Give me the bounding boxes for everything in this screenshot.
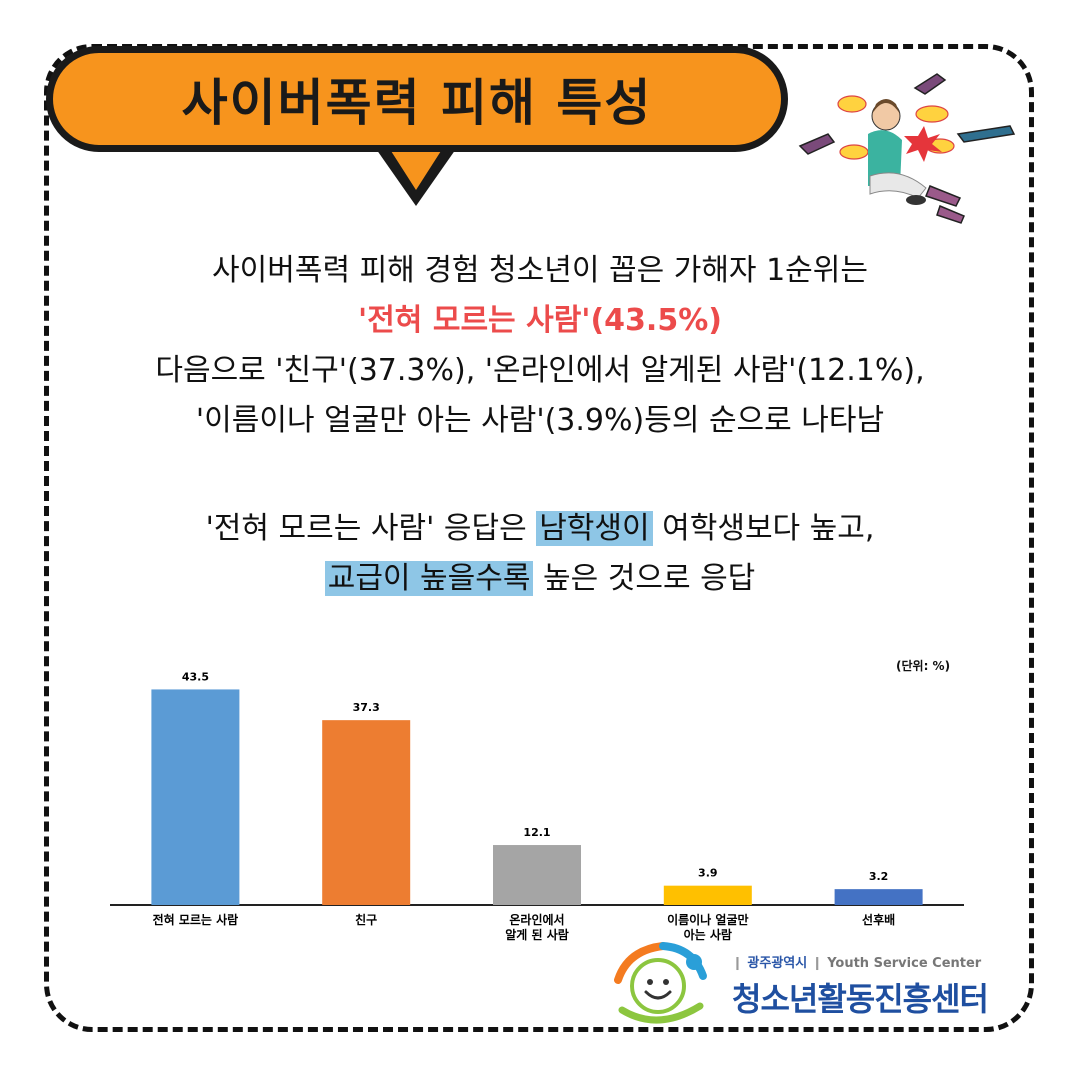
- summary-line-2: '전혀 모르는 사람'(43.5%): [358, 303, 722, 338]
- page-title: 사이버폭력 피해 특성: [181, 74, 653, 132]
- cyberbullying-illustration: [798, 73, 1016, 224]
- burst-icon: [904, 126, 942, 162]
- category-label-4-0: 선후배: [862, 912, 895, 927]
- center-logo: ❙ 광주광역시 ❙ Youth Service Center 청소년활동진흥센터: [608, 940, 1028, 1030]
- data-label-4: 3.2: [869, 870, 889, 883]
- bubble-tail: [374, 140, 458, 206]
- gender-line-1: '전혀 모르는 사람' 응답은 남학생이 여학생보다 높고,: [60, 504, 1020, 554]
- summary-line-4: '이름이나 얼굴만 아는 사람'(3.9%)등의 순으로 나타남: [195, 403, 885, 438]
- logo-subtitle: ❙ 광주광역시 ❙ Youth Service Center: [732, 956, 982, 971]
- gender-text: '전혀 모르는 사람' 응답은 남학생이 여학생보다 높고, 교급이 높을수록 …: [60, 504, 1020, 604]
- summary-line-3: 다음으로 '친구'(37.3%), '온라인에서 알게된 사람'(12.1%),: [155, 353, 925, 388]
- summary-text: 사이버폭력 피해 경험 청소년이 꼽은 가해자 1순위는 '전혀 모르는 사람'…: [60, 246, 1020, 446]
- data-label-2: 12.1: [523, 826, 550, 839]
- summary-line-1: 사이버폭력 피해 경험 청소년이 꼽은 가해자 1순위는: [212, 253, 868, 288]
- data-label-1: 37.3: [353, 701, 380, 714]
- smiley-logo-icon: [614, 942, 707, 1024]
- category-label-3-0: 이름이나 얼굴만: [667, 912, 748, 927]
- category-label-2-0: 온라인에서: [509, 912, 564, 927]
- bar-1: [322, 720, 411, 905]
- bar-2: [493, 845, 581, 905]
- category-label-2-1: 알게 된 사람: [505, 927, 569, 942]
- gender-line-2: 교급이 높을수록 높은 것으로 응답: [60, 554, 1020, 604]
- logo-english: Youth Service Center: [827, 956, 982, 971]
- bar-3: [663, 885, 752, 905]
- logo-name: 청소년활동진흥센터: [732, 980, 989, 1018]
- logo-region: 광주광역시: [747, 956, 808, 971]
- bar-4: [834, 889, 923, 905]
- sad-person-icon: [868, 99, 927, 205]
- gender-line-1-b: 여학생보다 높고,: [652, 511, 875, 546]
- chart-unit-note: (단위: %): [896, 659, 951, 673]
- title-bubble: 사이버폭력 피해 특성: [46, 46, 788, 152]
- highlight-male: 남학생이: [536, 511, 653, 546]
- gender-line-1-a: '전혀 모르는 사람' 응답은: [205, 511, 537, 546]
- category-label-3-1: 아는 사람: [684, 927, 732, 942]
- category-label-0-0: 전혀 모르는 사람: [153, 912, 239, 927]
- bar-0: [151, 689, 240, 905]
- category-label-1-0: 친구: [355, 912, 377, 927]
- gender-line-2-b: 높은 것으로 응답: [533, 561, 756, 596]
- data-label-3: 3.9: [698, 867, 718, 880]
- data-label-0: 43.5: [182, 670, 209, 683]
- highlight-grade: 교급이 높을수록: [324, 561, 534, 596]
- pointing-hand-icon: [798, 73, 1016, 224]
